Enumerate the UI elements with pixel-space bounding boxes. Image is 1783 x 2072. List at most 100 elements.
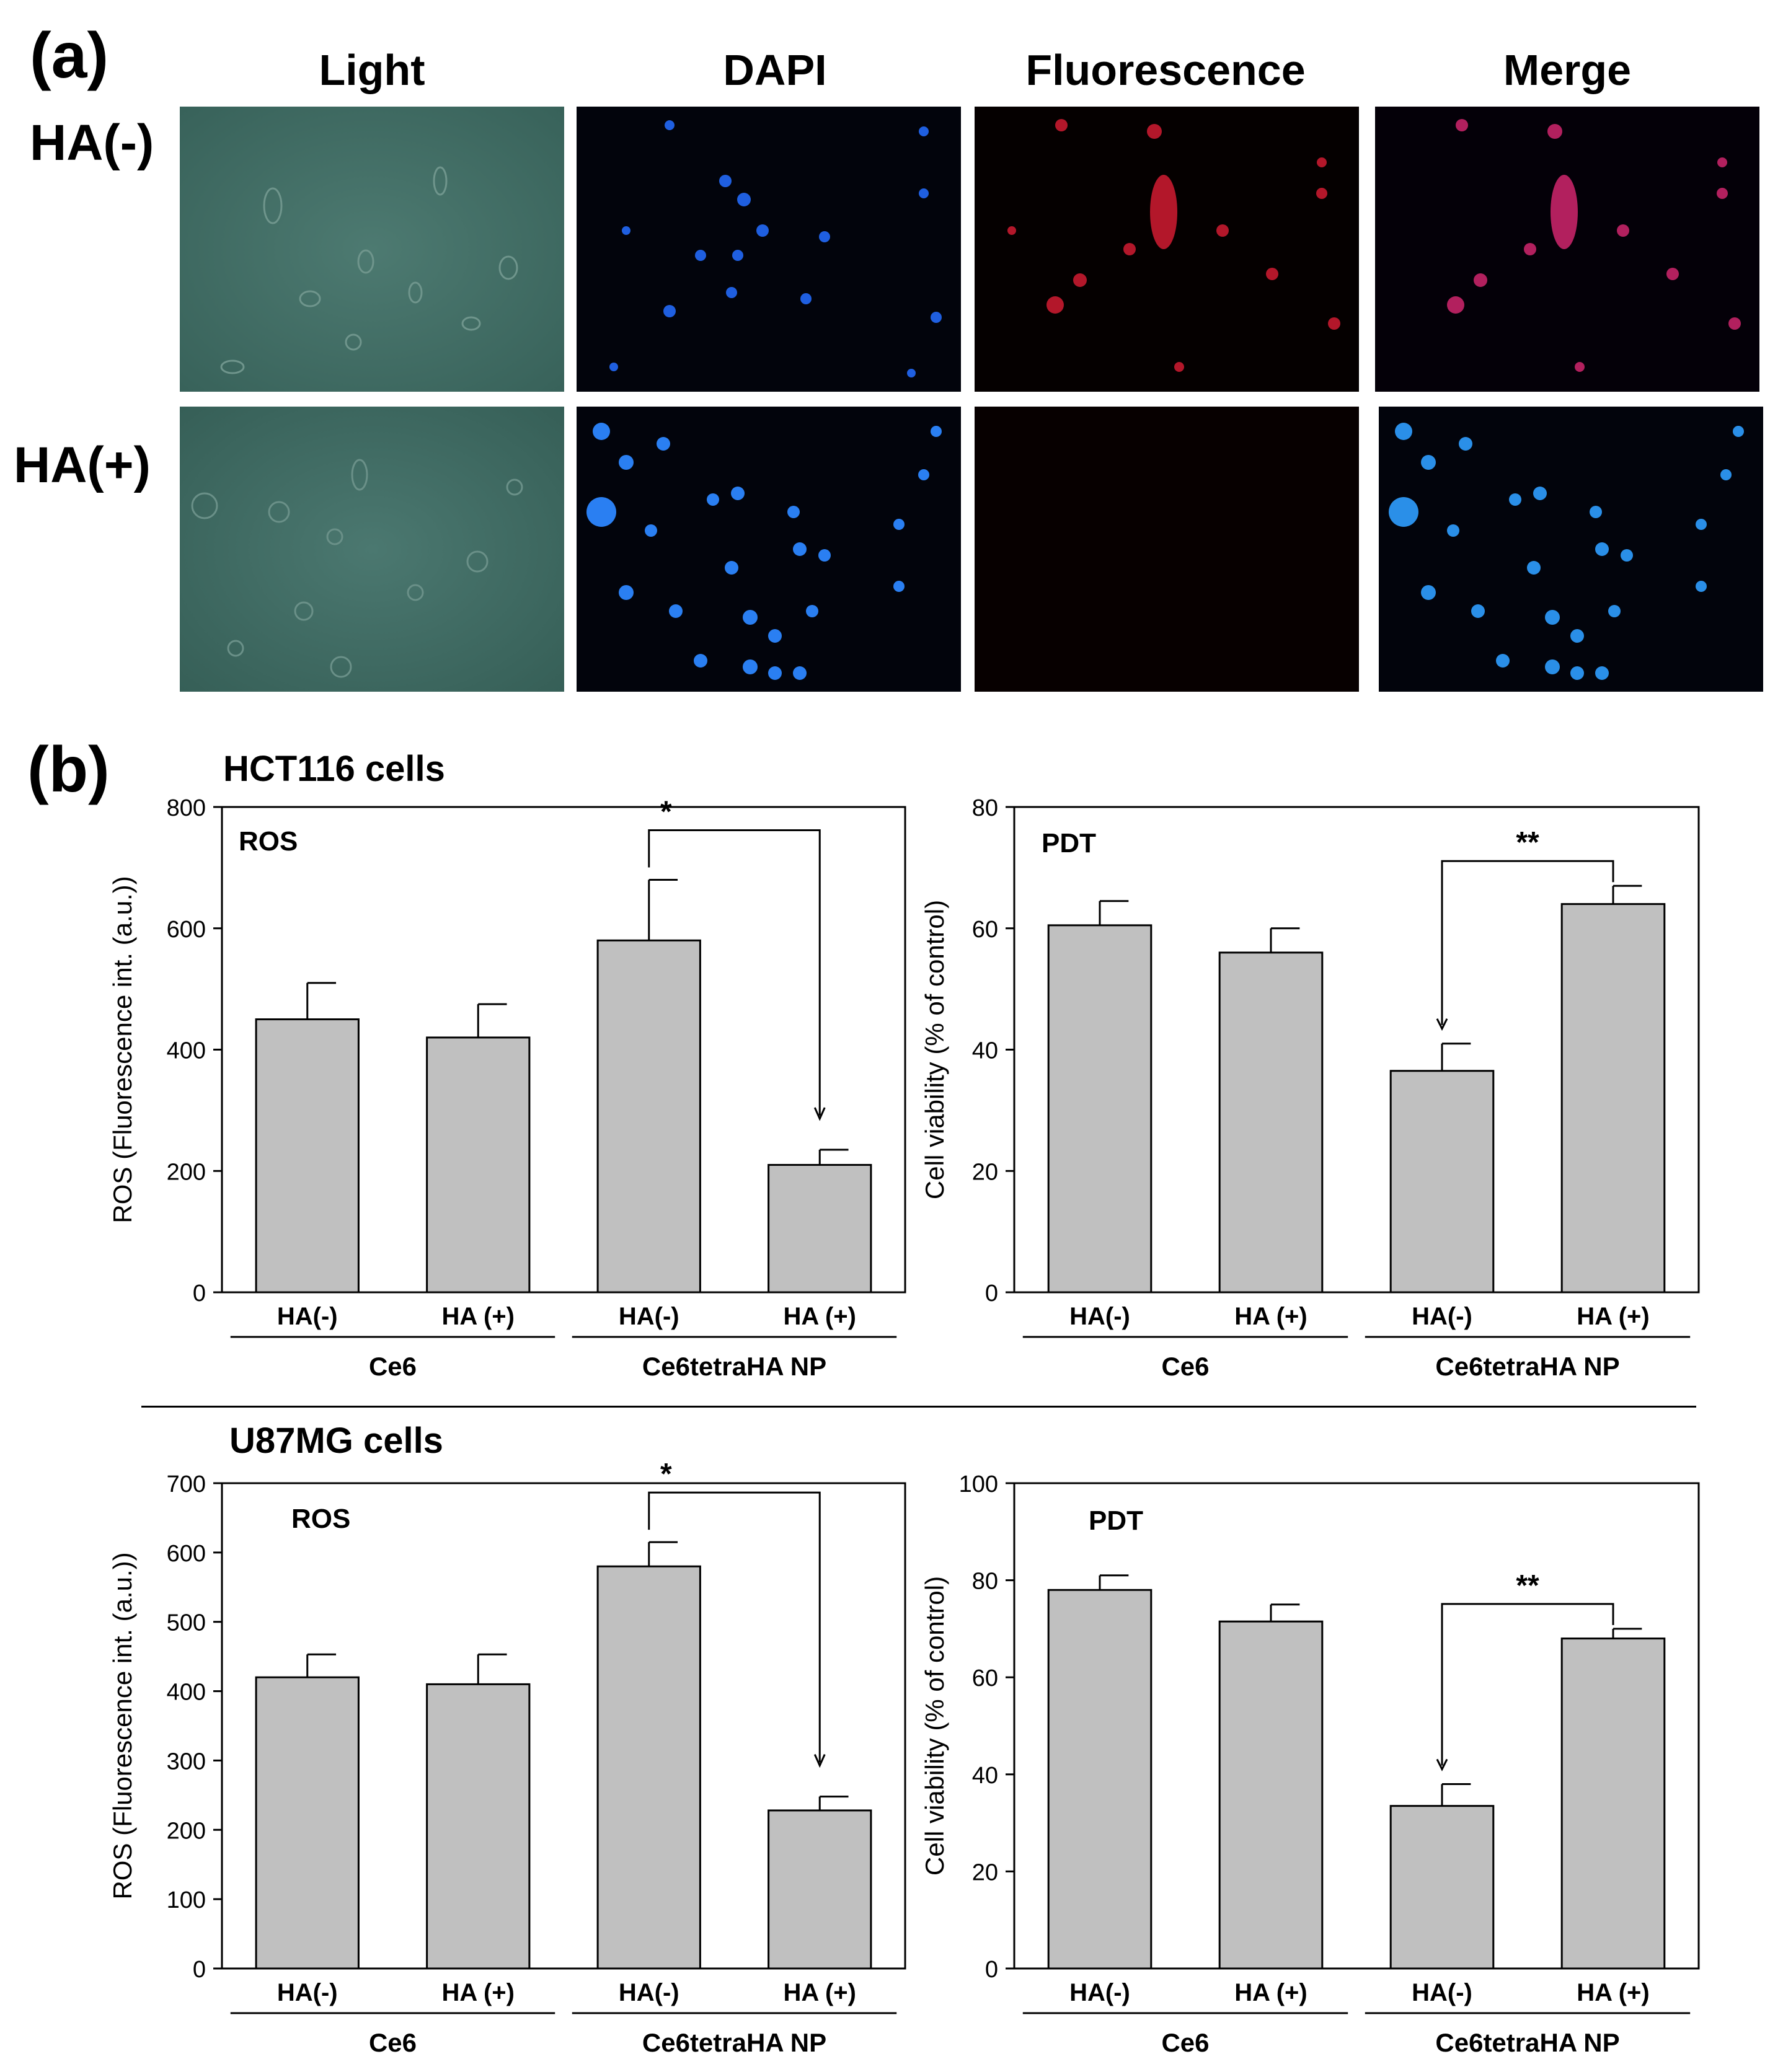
x-tick-label: HA(-) [1412,1303,1472,1330]
micrograph-fluorescence-ha-plus [975,407,1359,692]
x-tick-label: HA(-) [277,1303,338,1330]
row-header-ha-minus: HA(-) [30,115,154,171]
panel-a-label: (a) [30,20,109,92]
y-tick-label: 800 [167,795,206,821]
x-tick-label: HA(-) [277,1979,338,2006]
column-header-light: Light [319,46,425,94]
x-tick-label: HA (+) [1234,1303,1307,1330]
significance-bracket [648,829,821,1116]
chart-title: PDT [1042,828,1096,858]
x-tick-label: HA (+) [442,1303,515,1330]
column-header-dapi: DAPI [723,46,827,94]
y-tick-label: 700 [167,1471,206,1497]
bar [1218,1620,1324,1970]
y-tick-label: 60 [972,1665,998,1691]
significance-label: * [660,1458,672,1491]
significance-bracket [1441,1603,1614,1766]
bar [768,1163,872,1294]
x-tick-label: HA(-) [1069,1979,1130,2006]
significance-label: ** [1516,826,1539,859]
group-label: Ce6 [369,1352,417,1381]
y-tick-label: 300 [167,1748,206,1774]
y-axis-label: ROS (Fluorescence int. (a.u.)) [108,876,137,1223]
y-tick-label: 60 [972,917,998,943]
y-axis-label: ROS (Fluorescence int. (a.u.)) [108,1552,137,1899]
y-tick-label: 600 [167,1541,206,1567]
y-axis-label: Cell viability (% of control) [920,1576,949,1876]
group-label: Ce6tetraHA NP [1435,2028,1619,2057]
y-tick-label: 40 [972,1763,998,1789]
significance-bracket [648,1491,821,1763]
x-tick-label: HA (+) [784,1303,856,1330]
y-tick-label: 20 [972,1859,998,1885]
significance-label: ** [1516,1569,1539,1602]
significance-arrowhead [1436,1758,1448,1771]
x-tick-label: HA (+) [1577,1979,1649,2006]
x-tick-label: HA (+) [442,1979,515,2006]
x-tick-label: HA (+) [1234,1979,1307,2006]
bar [1218,951,1324,1294]
micrograph-merge-ha-minus [1375,107,1759,392]
y-tick-label: 0 [985,1281,998,1307]
y-tick-label: 0 [193,1281,206,1307]
x-tick-label: HA(-) [1069,1303,1130,1330]
x-tick-label: HA(-) [619,1979,679,2006]
x-tick-label: HA (+) [784,1979,856,2006]
y-tick-label: 80 [972,795,998,821]
bar [1560,903,1666,1294]
y-tick-label: 100 [959,1471,998,1497]
x-tick-label: HA(-) [619,1303,679,1330]
x-tick-label: HA (+) [1577,1303,1649,1330]
bar [596,1565,701,1970]
y-tick-label: 100 [167,1887,206,1913]
plot-frame [1013,1482,1700,1970]
chart-title: ROS [239,826,298,857]
micrograph-dapi-ha-plus [577,407,961,692]
bar [768,1809,872,1970]
chart-title: ROS [291,1504,350,1534]
bar [1560,1638,1666,1970]
y-tick-label: 20 [972,1159,998,1185]
y-tick-label: 0 [193,1957,206,1983]
x-tick-label: HA(-) [1412,1979,1472,2006]
plot-frame [221,1482,906,1970]
significance-label: * [660,795,672,828]
section-divider [141,1406,1696,1408]
y-tick-label: 400 [167,1680,206,1706]
micrograph-light-ha-plus [180,407,564,692]
y-tick-label: 0 [985,1957,998,1983]
y-tick-label: 80 [972,1569,998,1595]
group-label: Ce6 [1161,1352,1209,1381]
y-tick-label: 500 [167,1610,206,1636]
micrograph-merge-ha-plus [1379,407,1763,692]
y-tick-label: 600 [167,917,206,943]
micrograph-light-ha-minus [180,107,564,392]
group-label: Ce6tetraHA NP [642,1352,826,1381]
section-title-u87mg: U87MG cells [229,1421,443,1461]
group-label: Ce6 [369,2028,417,2057]
y-tick-label: 400 [167,1038,206,1064]
y-tick-label: 200 [167,1159,206,1185]
row-header-ha-plus: HA(+) [14,437,151,493]
bar [1047,924,1153,1294]
bar [1047,1589,1153,1970]
bar [255,1676,360,1970]
group-label: Ce6tetraHA NP [642,2028,826,2057]
bar [1389,1070,1495,1294]
significance-arrowhead [813,1753,826,1768]
group-label: Ce6tetraHA NP [1435,1352,1619,1381]
section-title-hct116: HCT116 cells [223,749,445,789]
chart-title: PDT [1089,1506,1143,1536]
bar [1389,1805,1495,1970]
bar [596,939,701,1294]
column-header-merge: Merge [1503,46,1632,94]
column-header-fluorescence: Fluorescence [1025,46,1306,94]
panel-b-label: (b) [27,734,110,806]
group-label: Ce6 [1161,2028,1209,2057]
significance-arrowhead [1436,1018,1448,1031]
significance-bracket [1441,860,1614,1025]
